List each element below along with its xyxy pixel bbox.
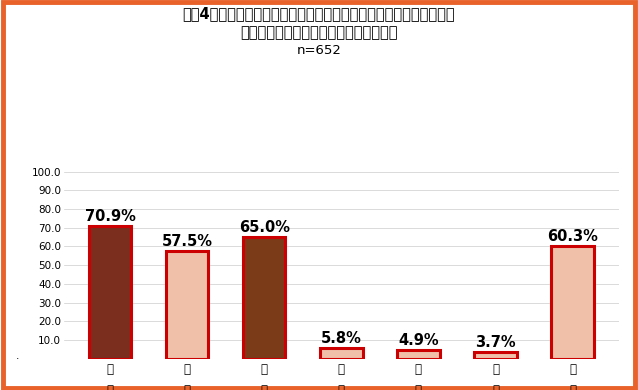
Text: 60.3%: 60.3% bbox=[547, 229, 598, 244]
Text: n=652: n=652 bbox=[297, 44, 341, 57]
Bar bbox=[89, 226, 131, 359]
Text: ·: · bbox=[16, 354, 19, 364]
Text: 5.8%: 5.8% bbox=[321, 331, 362, 346]
Text: 70.9%: 70.9% bbox=[85, 209, 136, 224]
Text: ん: ん bbox=[261, 384, 268, 390]
Text: よ: よ bbox=[492, 363, 499, 376]
Text: 4.9%: 4.9% bbox=[398, 333, 439, 348]
Text: あてはまるもの全て選択してください。: あてはまるもの全て選択してください。 bbox=[241, 25, 397, 40]
Bar bbox=[243, 237, 285, 359]
Bar bbox=[551, 246, 593, 359]
Text: き: き bbox=[415, 384, 422, 390]
Text: よ: よ bbox=[338, 363, 345, 376]
Text: く: く bbox=[492, 384, 499, 390]
Text: よ: よ bbox=[184, 363, 191, 376]
Text: く: く bbox=[184, 384, 191, 390]
Text: う: う bbox=[261, 363, 268, 376]
Bar bbox=[320, 348, 362, 359]
Text: く: く bbox=[338, 384, 345, 390]
Text: 好: 好 bbox=[415, 363, 422, 376]
Text: 65.0%: 65.0% bbox=[239, 220, 290, 235]
Text: 【図4】健康な腸やうんちを保つ方法は以下のどれだと思いますか。: 【図4】健康な腸やうんちを保つ方法は以下のどれだと思いますか。 bbox=[182, 6, 456, 21]
Text: く: く bbox=[569, 384, 576, 390]
Text: よ: よ bbox=[107, 363, 114, 376]
Bar bbox=[474, 352, 517, 359]
Text: よ: よ bbox=[569, 363, 576, 376]
Bar bbox=[166, 251, 209, 359]
Bar bbox=[397, 349, 440, 359]
Text: 3.7%: 3.7% bbox=[475, 335, 516, 350]
Text: く: く bbox=[107, 384, 114, 390]
Text: 57.5%: 57.5% bbox=[162, 234, 212, 249]
